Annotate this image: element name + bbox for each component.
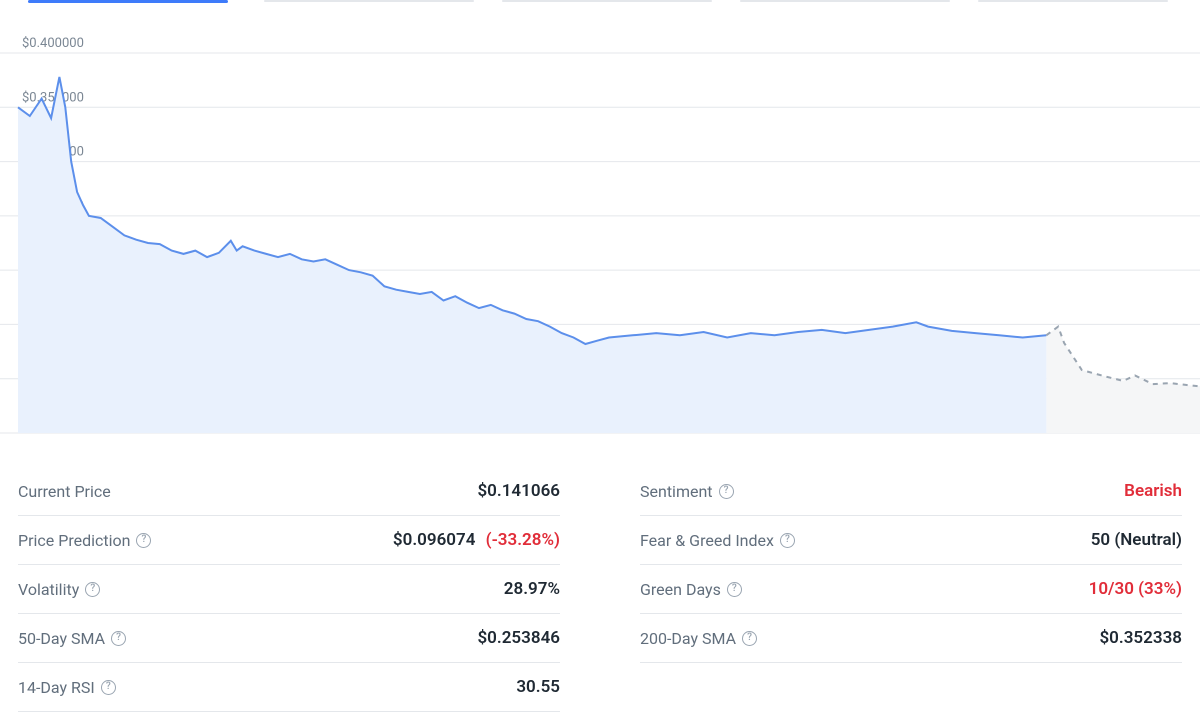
stat-row-left-0: Current Price $0.141066: [18, 467, 560, 516]
stat-label-text: Green Days: [640, 580, 721, 599]
help-icon[interactable]: ?: [136, 533, 151, 548]
stat-label-text: 200-Day SMA: [640, 629, 736, 648]
stat-value-text: 50 (Neutral): [1091, 530, 1182, 550]
stat-label: Green Days?: [640, 580, 742, 599]
stat-value: 50 (Neutral): [1091, 530, 1182, 550]
stats-grid: Current Price $0.141066 Price Prediction? $…: [0, 443, 1200, 712]
stat-value: Bearish: [1124, 481, 1182, 501]
stat-row-left-2: Volatility? 28.97%: [18, 565, 560, 614]
stat-row-right-2: Green Days? 10/30 (33%): [640, 565, 1182, 614]
tab-inactive-underline[interactable]: [740, 0, 950, 2]
stat-label-text: Volatility: [18, 580, 79, 599]
stat-value-text: $0.253846: [477, 628, 560, 648]
stats-column-right: Sentiment? Bearish Fear & Greed Index? 50 (…: [640, 467, 1182, 712]
forecast-area: [1046, 327, 1200, 433]
stat-row-left-1: Price Prediction? $0.096074 (-33.28%): [18, 516, 560, 565]
stat-value: 28.97%: [504, 579, 560, 599]
help-icon[interactable]: ?: [111, 631, 126, 646]
stat-label-text: 14-Day RSI: [18, 678, 95, 697]
stat-label-text: Current Price: [18, 482, 111, 501]
stats-column-left: Current Price $0.141066 Price Prediction? $…: [18, 467, 560, 712]
stat-row-right-1: Fear & Greed Index? 50 (Neutral): [640, 516, 1182, 565]
stat-row-right-3: 200-Day SMA? $0.352338: [640, 614, 1182, 663]
help-icon[interactable]: ?: [727, 582, 742, 597]
stat-value: 30.55: [516, 677, 560, 697]
stat-value-suffix: (-33.28%): [481, 530, 560, 550]
stat-label-text: Fear & Greed Index: [640, 531, 774, 550]
stat-value-text: 10/30 (33%): [1089, 579, 1182, 599]
price-chart: $0.400000$0.350000$0.300000$0.250000$0.2…: [0, 23, 1200, 443]
stat-value: $0.096074 (-33.28%): [393, 530, 560, 550]
stat-label-text: 50-Day SMA: [18, 629, 105, 648]
stat-value-text: $0.096074: [393, 530, 476, 550]
help-icon[interactable]: ?: [742, 631, 757, 646]
help-icon[interactable]: ?: [101, 680, 116, 695]
y-axis-label: $0.400000: [22, 36, 84, 51]
stat-label: Sentiment?: [640, 482, 734, 501]
tab-inactive-underline[interactable]: [978, 0, 1168, 2]
stat-label: Current Price: [18, 482, 111, 501]
stat-value-text: 28.97%: [504, 579, 560, 599]
tab-inactive-underline[interactable]: [264, 0, 474, 2]
stat-value: $0.253846: [477, 628, 560, 648]
stat-value: $0.141066: [477, 481, 560, 501]
stat-label: Volatility?: [18, 580, 100, 599]
stat-value: 10/30 (33%): [1089, 579, 1182, 599]
y-axis-label: $0.350000: [22, 90, 84, 105]
stat-label: 200-Day SMA?: [640, 629, 757, 648]
stat-value-text: $0.352338: [1099, 628, 1182, 648]
stat-value-text: 30.55: [516, 677, 560, 697]
stat-label-text: Price Prediction: [18, 531, 130, 550]
stat-row-right-0: Sentiment? Bearish: [640, 467, 1182, 516]
help-icon[interactable]: ?: [719, 484, 734, 499]
stat-label: Fear & Greed Index?: [640, 531, 795, 550]
historical-area: [18, 77, 1046, 433]
stat-label-text: Sentiment: [640, 482, 713, 501]
stat-label: 14-Day RSI?: [18, 678, 116, 697]
stat-row-left-3: 50-Day SMA? $0.253846: [18, 614, 560, 663]
stat-value-text: Bearish: [1124, 481, 1182, 501]
stat-row-left-4: 14-Day RSI? 30.55: [18, 663, 560, 712]
stat-label: 50-Day SMA?: [18, 629, 126, 648]
help-icon[interactable]: ?: [85, 582, 100, 597]
stat-value-text: $0.141066: [477, 481, 560, 501]
tab-bar: [0, 0, 1200, 3]
stat-label: Price Prediction?: [18, 531, 151, 550]
help-icon[interactable]: ?: [780, 533, 795, 548]
tab-active-underline[interactable]: [28, 0, 228, 3]
stat-value: $0.352338: [1099, 628, 1182, 648]
tab-inactive-underline[interactable]: [502, 0, 712, 2]
